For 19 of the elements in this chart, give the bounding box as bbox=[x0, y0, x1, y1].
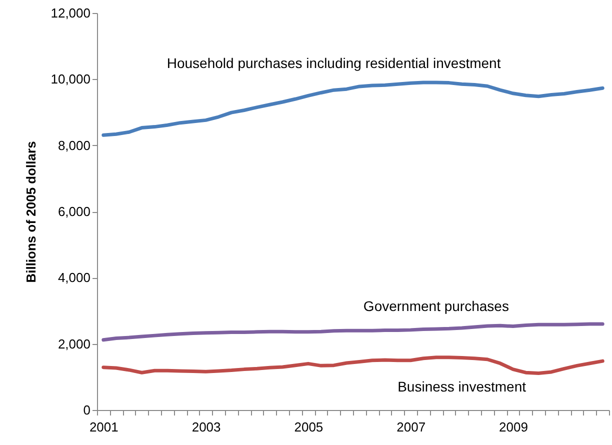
y-tick-label: 0 bbox=[83, 402, 90, 418]
y-tick-label: 6,000 bbox=[58, 204, 90, 219]
x-tick-label: 2009 bbox=[499, 420, 528, 434]
line-series bbox=[102, 80, 604, 137]
y-axis-title: Billions of 2005 dollars bbox=[24, 141, 39, 283]
x-tick-label: 2007 bbox=[396, 420, 426, 434]
y-tick-label: 8,000 bbox=[58, 138, 90, 153]
line-series bbox=[102, 322, 604, 342]
y-tick-label: 10,000 bbox=[50, 72, 90, 87]
y-tick-label: 12,000 bbox=[50, 6, 90, 20]
x-tick-label: 2001 bbox=[89, 420, 118, 434]
series-label: Household purchases including residential investment bbox=[166, 55, 501, 72]
series-label: Government purchases bbox=[363, 298, 509, 314]
y-tick-label: 2,000 bbox=[58, 336, 90, 352]
y-tick-label: 4,000 bbox=[58, 270, 90, 286]
x-tick-label: 2003 bbox=[192, 420, 221, 434]
line-series bbox=[102, 356, 604, 376]
x-tick-label: 2005 bbox=[294, 420, 324, 434]
series-label: Business investment bbox=[398, 378, 526, 395]
